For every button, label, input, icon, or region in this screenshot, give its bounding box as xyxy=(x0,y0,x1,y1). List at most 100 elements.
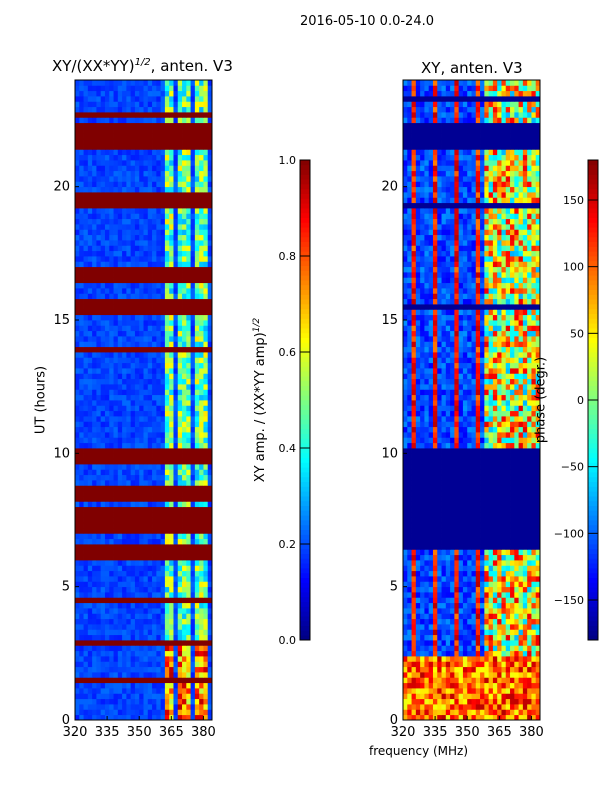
heatmap-cell xyxy=(83,437,89,444)
heatmap-cell xyxy=(462,677,468,684)
heatmap-cell xyxy=(488,666,494,673)
heatmap-cell xyxy=(518,672,524,678)
heatmap-cell xyxy=(194,650,200,657)
heatmap-cell xyxy=(177,565,183,572)
heatmap-cell xyxy=(104,464,110,470)
heatmap-cell xyxy=(79,389,84,396)
heatmap-cell xyxy=(492,640,498,646)
heatmap-cell xyxy=(117,469,123,476)
heatmap-cell xyxy=(164,277,170,284)
heatmap-cell xyxy=(160,202,166,209)
heatmap-cell xyxy=(186,224,191,230)
heatmap-cell xyxy=(488,618,494,625)
heatmap-cell xyxy=(147,80,153,86)
heatmap-cell xyxy=(126,240,132,246)
heatmap-cell xyxy=(182,570,187,577)
heatmap-cell xyxy=(207,496,213,502)
heatmap-cell xyxy=(130,213,136,220)
heatmap-cell xyxy=(480,576,485,582)
heatmap-cell xyxy=(92,704,97,710)
heatmap-cell xyxy=(152,256,157,262)
heatmap-cell xyxy=(173,522,179,529)
heatmap-cell xyxy=(199,624,204,630)
heatmap-cell xyxy=(92,176,97,182)
heatmap-cell xyxy=(173,714,179,721)
heatmap-cell xyxy=(122,437,127,444)
heatmap-cell xyxy=(199,576,204,582)
heatmap-cell xyxy=(497,624,502,630)
heatmap-cell xyxy=(134,309,140,316)
heatmap-cell xyxy=(122,672,127,678)
heatmap-cell xyxy=(122,357,127,364)
heatmap-cell xyxy=(156,448,162,454)
heatmap-cell xyxy=(143,490,149,497)
heatmap-cell xyxy=(182,405,187,412)
heatmap-cell xyxy=(104,176,110,182)
heatmap-cell xyxy=(462,565,468,572)
heatmap-cell xyxy=(113,666,119,673)
heatmap-cell xyxy=(454,682,460,689)
heatmap-cell xyxy=(113,496,119,502)
heatmap-cell xyxy=(126,570,132,577)
heatmap-cell xyxy=(143,165,149,172)
heatmap-cell xyxy=(109,90,114,97)
heatmap-cell xyxy=(514,602,519,609)
heatmap-cell xyxy=(492,645,498,652)
heatmap-cell xyxy=(156,154,162,161)
heatmap-cell xyxy=(514,693,519,700)
heatmap-cell xyxy=(122,421,127,428)
heatmap-cell xyxy=(480,682,485,689)
heatmap-cell xyxy=(501,586,507,593)
heatmap-cell xyxy=(139,197,144,204)
heatmap-cell xyxy=(164,389,170,396)
heatmap-cell xyxy=(190,298,196,305)
heatmap-cell xyxy=(190,549,196,556)
heatmap-cell xyxy=(160,144,166,150)
heatmap-cell xyxy=(190,144,196,150)
heatmap-cell xyxy=(514,704,519,710)
heatmap-cell xyxy=(462,634,468,641)
heatmap-cell xyxy=(186,453,191,460)
heatmap-cell xyxy=(113,149,119,156)
heatmap-cell xyxy=(527,549,532,556)
heatmap-cell xyxy=(104,560,110,566)
heatmap-cell xyxy=(428,709,434,716)
heatmap-cell xyxy=(156,165,162,172)
heatmap-cell xyxy=(488,592,494,598)
heatmap-cell xyxy=(87,224,93,230)
heatmap-cell xyxy=(109,128,114,134)
heatmap-cell xyxy=(445,565,451,572)
heatmap-cell xyxy=(177,608,183,614)
heatmap-cell xyxy=(182,272,187,278)
heatmap-cell xyxy=(113,538,119,545)
heatmap-cell xyxy=(100,165,106,172)
heatmap-cell xyxy=(182,176,187,182)
heatmap-cell xyxy=(139,261,144,268)
heatmap-cell xyxy=(415,618,421,625)
heatmap-cell xyxy=(83,432,89,438)
heatmap-cell xyxy=(160,517,166,524)
heatmap-cell xyxy=(450,602,455,609)
heatmap-cell xyxy=(92,154,97,161)
heatmap-cell xyxy=(152,677,157,684)
heatmap-cell xyxy=(83,90,89,97)
heatmap-cell xyxy=(514,597,519,604)
heatmap-cell xyxy=(169,282,174,289)
heatmap-cell xyxy=(156,218,162,225)
heatmap-cell xyxy=(164,394,170,401)
heatmap-cell xyxy=(173,293,179,300)
heatmap-cell xyxy=(152,224,157,230)
heatmap-cell xyxy=(186,437,191,444)
heatmap-cell xyxy=(79,165,84,172)
heatmap-cell xyxy=(126,154,132,161)
heatmap-cell xyxy=(467,544,472,550)
heatmap-cell xyxy=(177,112,183,118)
heatmap-cell xyxy=(83,154,89,161)
heatmap-cell xyxy=(126,352,132,358)
heatmap-cell xyxy=(104,426,110,433)
heatmap-cell xyxy=(160,453,166,460)
heatmap-cell xyxy=(113,133,119,140)
heatmap-cell xyxy=(407,640,412,646)
heatmap-cell xyxy=(471,613,477,620)
heatmap-cell xyxy=(445,624,451,630)
